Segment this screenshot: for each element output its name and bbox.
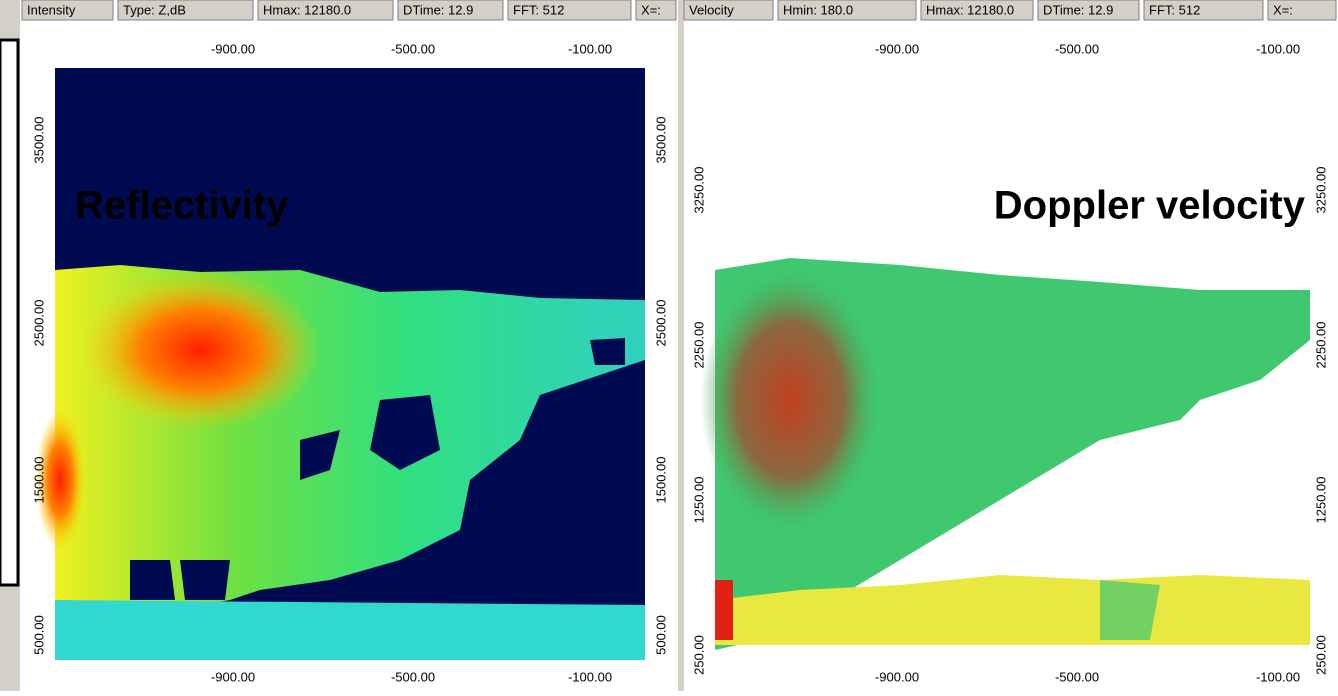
header-text: Hmax: 12180.0 [926, 2, 1014, 17]
header-text: X=: [1273, 2, 1293, 17]
y-tick-label: 2500.00 [653, 300, 668, 347]
header-cell [507, 0, 632, 21]
x-tick-label: -100.00 [568, 669, 612, 684]
y-tick-label: 1500.00 [31, 457, 46, 504]
y-tick-label: 3500.00 [31, 117, 46, 164]
x-tick-label: -500.00 [391, 41, 435, 56]
header-text: Intensity [27, 2, 76, 17]
header-cell [397, 0, 504, 21]
header-text: DTime: 12.9 [403, 2, 473, 17]
x-tick-label: -100.00 [1256, 669, 1300, 684]
header-cell [1267, 0, 1337, 21]
y-tick-label: 1250.00 [1313, 477, 1328, 524]
overlay-label: Reflectivity [75, 184, 289, 228]
velocity-image [700, 62, 1310, 665]
header-text: DTime: 12.9 [1043, 2, 1113, 17]
header-cell [683, 0, 774, 21]
x-tick-label: -900.00 [875, 41, 919, 56]
x-tick-label: -900.00 [875, 669, 919, 684]
header-text: Hmin: 180.0 [783, 2, 853, 17]
x-tick-label: -500.00 [1055, 41, 1099, 56]
reflectivity-image [35, 68, 645, 660]
overlay-label: Doppler velocity [994, 184, 1306, 228]
x-tick-label: -100.00 [568, 41, 612, 56]
y-tick-label: 2500.00 [31, 300, 46, 347]
header-text: FFT: 512 [513, 2, 564, 17]
header-text: Type: Z,dB [123, 2, 186, 17]
x-tick-label: -500.00 [1055, 669, 1099, 684]
header-text: FFT: 512 [1149, 2, 1200, 17]
x-tick-label: -900.00 [211, 41, 255, 56]
x-tick-label: -500.00 [391, 669, 435, 684]
y-tick-label: 500.00 [31, 615, 46, 655]
y-tick-label: 250.00 [691, 635, 706, 675]
y-tick-label: 3250.00 [691, 167, 706, 214]
edge-window [0, 38, 20, 587]
y-tick-label: 500.00 [653, 615, 668, 655]
header-cell [920, 0, 1034, 21]
y-tick-label: 250.00 [1313, 635, 1328, 675]
header-cell [635, 0, 677, 21]
divider [678, 0, 684, 691]
header-text: Hmax: 12180.0 [263, 2, 351, 17]
y-tick-label: 3250.00 [1313, 167, 1328, 214]
header-cell [777, 0, 917, 21]
header-cell [21, 0, 114, 21]
header-cell [117, 0, 254, 21]
x-tick-label: -900.00 [211, 669, 255, 684]
header-text: Velocity [689, 2, 734, 17]
x-tick-label: -100.00 [1256, 41, 1300, 56]
y-tick-label: 3500.00 [653, 117, 668, 164]
y-tick-label: 1500.00 [653, 457, 668, 504]
y-tick-label: 1250.00 [691, 477, 706, 524]
y-tick-label: 2250.00 [1313, 322, 1328, 369]
header-cell [1143, 0, 1264, 21]
header-cell [1037, 0, 1140, 21]
header-cell [257, 0, 394, 21]
header-text: X=: [641, 2, 661, 17]
y-tick-label: 2250.00 [691, 322, 706, 369]
